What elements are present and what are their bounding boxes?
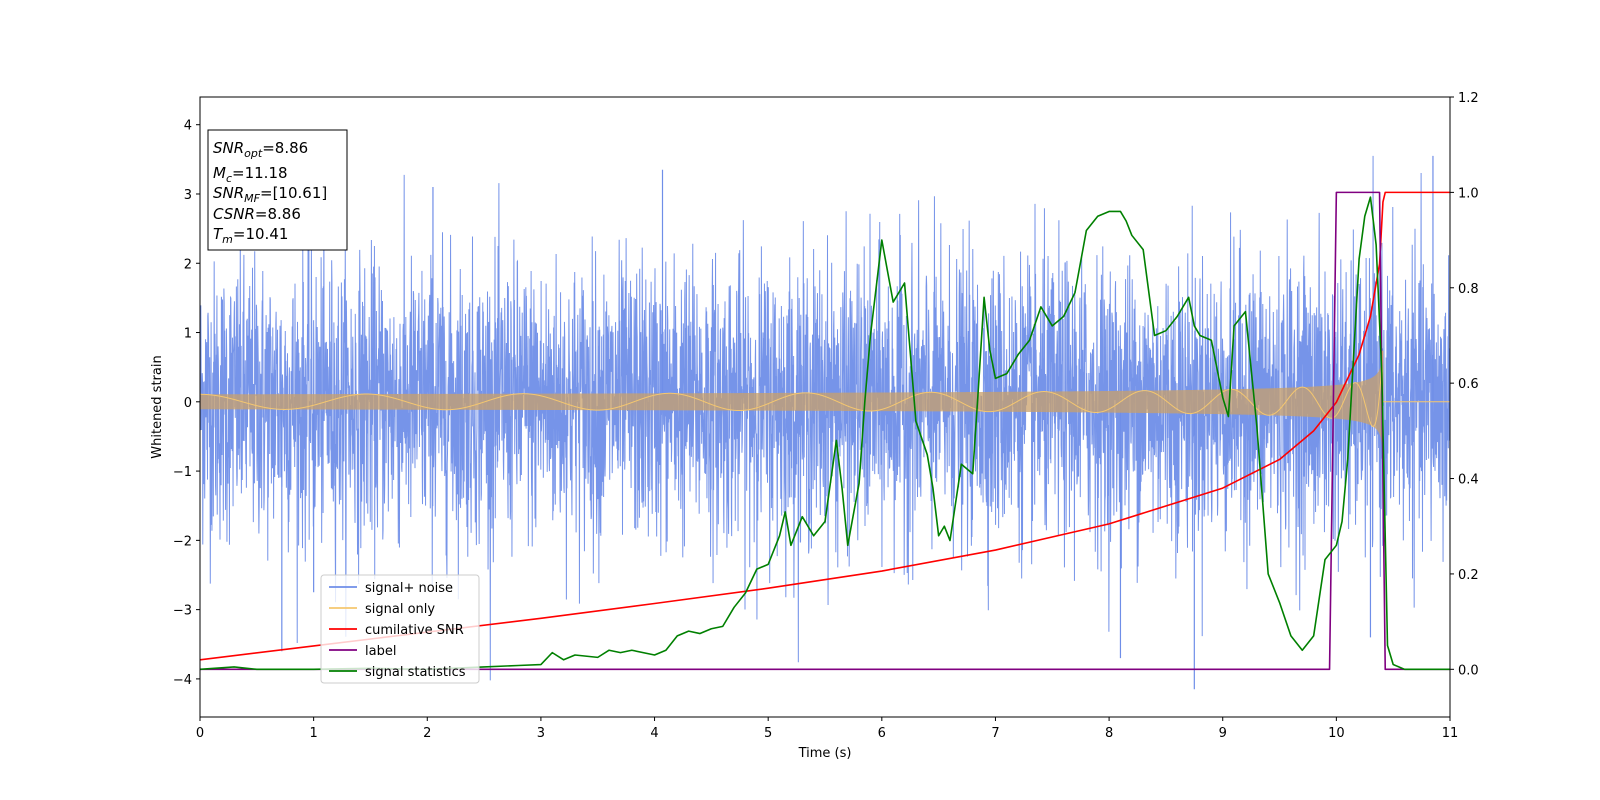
y2-tick-label: 0.8 <box>1458 282 1479 297</box>
y-tick-label: −2 <box>173 534 192 549</box>
legend-entry: signal only <box>365 602 435 617</box>
y2-tick-label: 0.2 <box>1458 568 1479 583</box>
y2-tick-label: 0.4 <box>1458 473 1479 488</box>
y2-tick-label: 1.2 <box>1458 91 1479 106</box>
series-signal-only-line <box>200 350 1450 428</box>
x-tick-label: 8 <box>1105 726 1113 741</box>
legend-frame <box>320 574 480 684</box>
info-line: Tm=10.41 <box>213 225 288 246</box>
x-tick-label: 6 <box>878 726 886 741</box>
legend-entry: signal+ noise <box>365 581 453 596</box>
x-axis-label: Time (s) <box>798 746 852 761</box>
x-tick-label: 10 <box>1328 726 1345 741</box>
info-line: SNRMF=[10.61] <box>213 184 327 205</box>
legend-entry: cumilative SNR <box>365 623 464 638</box>
y-tick-label: 2 <box>184 257 192 272</box>
x-tick-label: 3 <box>537 726 545 741</box>
series-cumulative-snr-line <box>200 191 1450 661</box>
y-tick-label: −1 <box>173 465 192 480</box>
series-label-line <box>200 191 1450 671</box>
info-box: SNRopt=8.86 Mc=11.18SNRMF=[10.61]CSNR=8.8… <box>207 129 348 251</box>
x-tick-label: 7 <box>991 726 999 741</box>
y2-tick-label: 0.6 <box>1458 377 1479 392</box>
x-tick-label: 9 <box>1219 726 1227 741</box>
info-line: Mc=11.18 <box>213 164 288 185</box>
y-tick-label: 4 <box>184 119 192 134</box>
info-box-frame <box>207 129 348 251</box>
info-line: CSNR=8.86 <box>213 205 301 223</box>
series-signal-only-envelope <box>200 355 1383 448</box>
x-tick-label: 4 <box>650 726 658 741</box>
axis-ticks: 0 1 2 3 4 5 6 7 8 9 10 11 −4 −3 −2 −1 0 1 2 3 4 0.0 0.2 0.4 0.6 0… <box>173 91 1479 741</box>
y-tick-label: −4 <box>173 673 192 688</box>
info-line: SNRopt=8.86 <box>213 139 308 160</box>
y2-tick-label: 0.0 <box>1458 663 1479 678</box>
series-signal-noise-line <box>200 155 1450 681</box>
legend: signal+ noise signal only cumilative SNR la… <box>320 574 480 684</box>
x-tick-label: 5 <box>764 726 772 741</box>
legend-entry: label <box>365 644 396 659</box>
x-tick-label: 2 <box>423 726 431 741</box>
y-axis-label: Whitened strain <box>150 355 165 458</box>
plot-area <box>200 155 1450 690</box>
y2-tick-label: 1.0 <box>1458 186 1479 201</box>
x-tick-label: 11 <box>1442 726 1459 741</box>
y-tick-label: 3 <box>184 188 192 203</box>
y-tick-label: 0 <box>184 396 192 411</box>
x-tick-label: 0 <box>196 726 204 741</box>
x-tick-label: 1 <box>309 726 317 741</box>
y-tick-label: −3 <box>173 604 192 619</box>
series-signal-statistics-line <box>200 196 1450 671</box>
axes-frame <box>199 96 1451 718</box>
y-tick-label: 1 <box>184 327 192 342</box>
legend-entry: signal statistics <box>365 665 466 680</box>
